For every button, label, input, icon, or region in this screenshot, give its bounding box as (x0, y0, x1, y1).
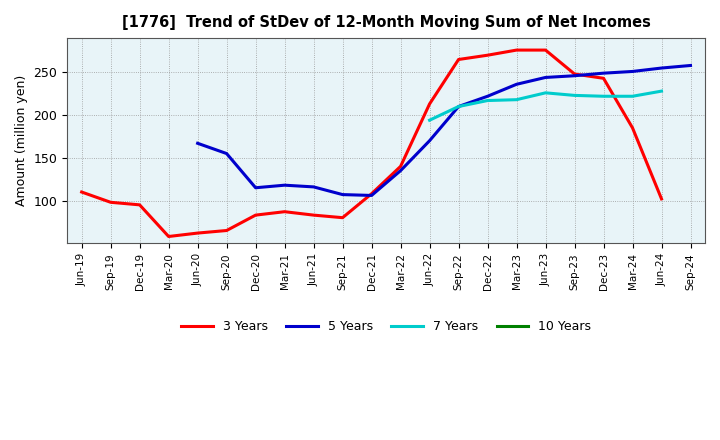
3 Years (396, 164, 405, 169)
3 Years (310, 213, 318, 218)
3 Years (657, 196, 666, 202)
3 Years (426, 101, 434, 106)
5 Years (599, 70, 608, 76)
3 Years (135, 202, 144, 208)
5 Years (570, 73, 579, 78)
3 Years (251, 213, 260, 218)
3 Years (164, 234, 173, 239)
5 Years (338, 192, 347, 197)
5 Years (193, 141, 202, 146)
5 Years (657, 66, 666, 71)
5 Years (367, 193, 376, 198)
7 Years (657, 88, 666, 94)
5 Years (686, 63, 695, 68)
3 Years (454, 57, 463, 62)
7 Years (454, 104, 463, 109)
5 Years (541, 75, 550, 80)
7 Years (628, 94, 636, 99)
3 Years (193, 231, 202, 236)
5 Years (396, 168, 405, 173)
5 Years (628, 69, 636, 74)
Line: 7 Years: 7 Years (430, 91, 662, 120)
Y-axis label: Amount (million yen): Amount (million yen) (15, 75, 28, 206)
3 Years (541, 48, 550, 53)
3 Years (483, 52, 492, 58)
Title: [1776]  Trend of StDev of 12-Month Moving Sum of Net Incomes: [1776] Trend of StDev of 12-Month Moving… (122, 15, 650, 30)
Line: 3 Years: 3 Years (81, 50, 662, 236)
5 Years (454, 104, 463, 109)
3 Years (367, 191, 376, 196)
7 Years (426, 117, 434, 123)
5 Years (280, 183, 289, 188)
5 Years (222, 151, 231, 156)
3 Years (628, 125, 636, 131)
Legend: 3 Years, 5 Years, 7 Years, 10 Years: 3 Years, 5 Years, 7 Years, 10 Years (176, 315, 596, 338)
3 Years (599, 76, 608, 81)
3 Years (280, 209, 289, 214)
7 Years (512, 97, 521, 103)
7 Years (483, 98, 492, 103)
5 Years (251, 185, 260, 191)
7 Years (599, 94, 608, 99)
7 Years (541, 90, 550, 95)
3 Years (107, 200, 115, 205)
5 Years (310, 184, 318, 190)
5 Years (483, 94, 492, 99)
3 Years (570, 71, 579, 77)
3 Years (338, 215, 347, 220)
Line: 5 Years: 5 Years (197, 66, 690, 195)
5 Years (426, 138, 434, 143)
3 Years (77, 189, 86, 194)
3 Years (222, 228, 231, 233)
7 Years (570, 93, 579, 98)
5 Years (512, 82, 521, 87)
3 Years (512, 48, 521, 53)
